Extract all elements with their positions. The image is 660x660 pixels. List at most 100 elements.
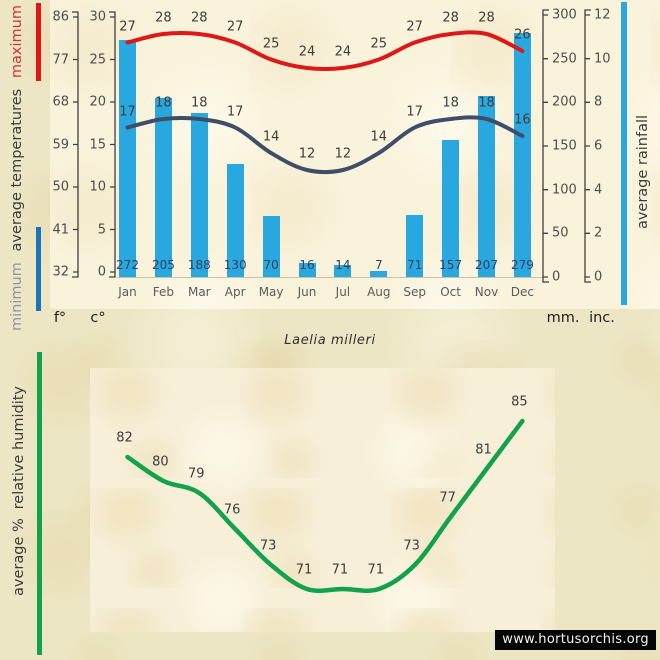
rainfall-bar — [478, 96, 495, 277]
min-temp-value-label: 18 — [442, 95, 459, 111]
rainfall-value-label: 279 — [510, 258, 534, 272]
rainfall-value-label: 272 — [116, 258, 139, 272]
f-tick-label: 77 — [52, 52, 69, 67]
rainfall-indicator-bar — [621, 2, 627, 305]
rainfall-value-label: 71 — [407, 258, 423, 272]
min-temp-value-label: 12 — [334, 146, 352, 162]
rainfall-bar — [154, 98, 172, 277]
temperature-axis-title: minimum average temperatures maximum — [7, 5, 27, 331]
max-temp-value-label: 25 — [370, 36, 388, 51]
max-temp-value-label: 28 — [442, 10, 459, 26]
min-temp-value-label: 16 — [514, 112, 531, 128]
rainfall-value-label: 16 — [299, 258, 315, 272]
min-temp-value-label: 17 — [119, 104, 136, 119]
website-watermark: www.hortusorchis.org — [495, 630, 656, 650]
month-label: Apr — [224, 285, 246, 299]
min-temp-value-label: 14 — [262, 129, 280, 145]
humidity-value-label: 81 — [475, 442, 492, 458]
c-tick-label: 15 — [89, 137, 106, 152]
rainfall-bar — [298, 263, 316, 277]
max-temp-value-label: 27 — [119, 19, 136, 34]
c-tick-label: 5 — [97, 222, 106, 237]
max-temp-value-label: 28 — [191, 10, 208, 26]
species-title: Laelia milleri — [284, 333, 376, 348]
month-baseline — [117, 277, 543, 278]
mm-tick-label: 300 — [552, 7, 577, 23]
max-temp-value-label: 28 — [478, 10, 495, 26]
f-tick-label: 32 — [52, 264, 69, 280]
rainfall-value-label: 157 — [439, 258, 463, 272]
humidity-value-label: 71 — [367, 562, 385, 578]
month-label: Dec — [510, 285, 535, 299]
humidity-indicator-bar — [37, 352, 42, 655]
millimeters-unit-label: mm. — [546, 310, 580, 326]
humidity-panel — [90, 368, 555, 632]
humidity-axis-title: average % relative humidity — [9, 386, 29, 596]
month-label: Oct — [440, 285, 461, 299]
rainfall-value-label: 70 — [263, 258, 279, 272]
max-temp-value-label: 28 — [155, 10, 172, 26]
humidity-value-label: 71 — [295, 562, 313, 578]
rainfall-bar — [406, 215, 424, 277]
c-tick-label: 10 — [89, 179, 106, 195]
inc-tick-label: 2 — [594, 225, 603, 241]
month-label: Nov — [474, 285, 499, 299]
f-tick-label: 86 — [52, 9, 69, 25]
min-temp-value-label: 14 — [370, 129, 388, 145]
humidity-value-label: 73 — [259, 538, 277, 554]
inc-tick-label: 8 — [594, 94, 603, 110]
f-tick-label: 41 — [52, 222, 69, 237]
f-tick-label: 59 — [52, 137, 69, 152]
f-tick-label: 68 — [52, 94, 69, 110]
max-temp-value-label: 27 — [226, 19, 244, 34]
humidity-value-label: 71 — [331, 562, 349, 578]
rainfall-value-label: 14 — [335, 258, 351, 272]
rainfall-bar — [334, 264, 352, 277]
month-label: May — [258, 285, 284, 299]
max-temp-value-label: 24 — [334, 44, 352, 60]
min-temp-value-label: 18 — [155, 95, 172, 111]
inc-tick-label: 10 — [594, 51, 611, 67]
max-temp-value-label: 25 — [262, 36, 280, 51]
inc-tick-label: 12 — [594, 7, 611, 23]
rainfall-value-label: 207 — [475, 258, 498, 272]
rainfall-value-label: 205 — [151, 258, 175, 272]
minimum-label: minimum — [8, 262, 25, 331]
inc-tick-label: 6 — [594, 138, 603, 154]
rainfall-bar — [262, 215, 280, 277]
mm-tick-label: 0 — [552, 269, 561, 285]
c-tick-label: 20 — [89, 94, 106, 110]
f-tick-label: 50 — [52, 179, 69, 195]
min-temp-value-label: 12 — [298, 146, 316, 162]
rainfall-bar — [370, 270, 388, 277]
maximum-label: maximum — [8, 5, 25, 79]
max-temp-value-label: 26 — [514, 27, 531, 43]
inc-tick-label: 0 — [594, 269, 603, 285]
c-tick-label: 0 — [97, 264, 106, 280]
month-label: Aug — [367, 285, 391, 299]
mm-tick-label: 100 — [552, 182, 577, 198]
month-label: Jul — [335, 285, 351, 299]
c-tick-label: 30 — [89, 9, 106, 25]
min-temp-value-label: 18 — [478, 95, 495, 111]
fahrenheit-unit-label: f° — [53, 310, 67, 326]
inches-unit-label: inc. — [589, 310, 615, 326]
rainfall-bar — [513, 33, 531, 277]
rainfall-value-label: 188 — [187, 258, 211, 272]
average-percent-label: average % — [10, 518, 27, 596]
humidity-value-label: 79 — [188, 466, 205, 482]
month-label: Feb — [152, 285, 175, 299]
month-label: Jan — [118, 285, 137, 299]
temperature-rainfall-panel — [50, 0, 660, 309]
maximum-indicator-bar — [36, 3, 41, 81]
average-temperatures-label: average temperatures — [8, 88, 25, 252]
humidity-value-label: 77 — [439, 490, 456, 506]
minimum-indicator-bar — [36, 227, 41, 311]
max-temp-value-label: 27 — [406, 19, 423, 34]
relative-humidity-label: relative humidity — [10, 386, 27, 510]
month-label: Jun — [297, 285, 317, 299]
humidity-value-label: 73 — [403, 538, 420, 554]
c-tick-label: 25 — [89, 52, 106, 67]
humidity-value-label: 76 — [223, 502, 241, 518]
